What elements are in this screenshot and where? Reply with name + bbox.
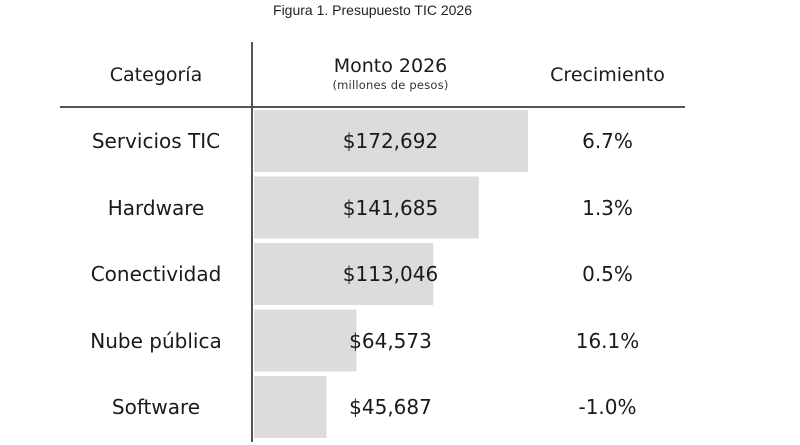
header-amount: Monto 2026 (millones de pesos) xyxy=(253,55,528,92)
bar-hardware xyxy=(254,176,479,239)
growth-value-label: 1.3% xyxy=(582,195,633,220)
amount-value-label: $113,046 xyxy=(342,262,439,286)
bar-software xyxy=(254,376,327,438)
growth-value-label: 6.7% xyxy=(582,129,633,153)
header-amount-units: (millones de pesos) xyxy=(332,78,449,92)
category-label: Nube pública xyxy=(90,328,222,353)
category-label: Servicios TIC xyxy=(91,129,221,153)
header-amount-title: Monto 2026 xyxy=(333,55,448,77)
amount-value-label: $45,687 xyxy=(349,395,432,419)
amount-value-label: $64,573 xyxy=(349,328,432,353)
amount-value-label: $172,692 xyxy=(342,129,439,153)
growth-value-label: -1.0% xyxy=(578,395,637,419)
growth-value-label: 0.5% xyxy=(582,262,633,286)
figure-caption: Figura 1. Presupuesto TIC 2026 xyxy=(273,2,472,18)
growth-value-label: 16.1% xyxy=(575,328,640,353)
category-label: Conectividad xyxy=(90,262,222,286)
category-label: Hardware xyxy=(107,195,205,220)
header-growth: Crecimiento xyxy=(550,64,665,86)
category-label: Software xyxy=(111,395,201,419)
bar-conectividad xyxy=(254,243,434,305)
column-divider xyxy=(251,42,253,442)
amount-value-label: $141,685 xyxy=(342,195,439,220)
bar-servicios-tic xyxy=(254,110,528,172)
header-divider xyxy=(60,106,685,108)
header-category: Categoría xyxy=(109,64,203,86)
bar-nube-pública xyxy=(254,309,357,372)
